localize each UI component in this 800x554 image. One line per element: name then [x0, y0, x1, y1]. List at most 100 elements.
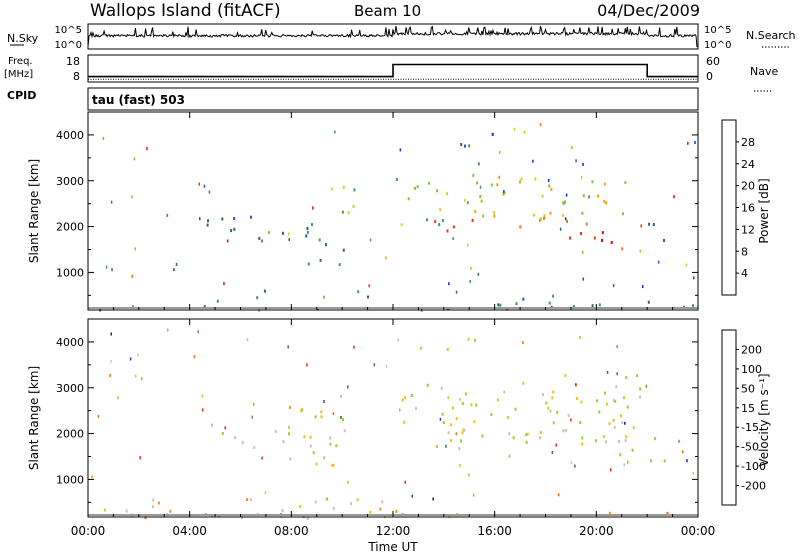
speck-43 — [513, 127, 515, 131]
scatter-cell-1-23 — [300, 409, 303, 413]
speck-45 — [508, 454, 511, 458]
scatter-cell-0-2 — [233, 227, 236, 231]
scatter-cell-3-30 — [440, 386, 443, 390]
scatter-cell-5-107 — [575, 397, 578, 400]
scatter-cell-8-49 — [502, 192, 505, 196]
speck-18 — [687, 141, 689, 145]
y-tick-label-2: 3000 — [56, 175, 84, 188]
scatter-cell-8-47 — [549, 211, 552, 215]
speck-38 — [173, 268, 175, 272]
power-panel: 1000 2000 3000 4000 Slant Range [km] 28 24 20… — [27, 111, 771, 312]
scatter-cell-5-93 — [579, 421, 582, 424]
speck-34 — [686, 459, 688, 463]
speck-53 — [368, 284, 370, 288]
power-background — [88, 112, 698, 310]
scatter-cell-2-14 — [318, 238, 321, 242]
scatter-cell-5-81 — [598, 410, 601, 414]
scatter-cell-5-42 — [552, 421, 555, 425]
scatter-cell-8-44 — [519, 180, 521, 184]
scatter-cell-5-45 — [562, 429, 565, 433]
speck-56 — [606, 370, 609, 374]
speck-46 — [203, 184, 206, 188]
y-tick-label-0: 1000 — [56, 266, 84, 279]
speck-41 — [369, 238, 372, 242]
nsearch-label: N.Search — [746, 29, 796, 42]
speck-35 — [610, 468, 612, 472]
scatter-cell-8-48 — [541, 194, 544, 198]
scatter-cell-13-90 — [648, 222, 651, 226]
scatter-cell-0-0 — [250, 215, 252, 219]
scatter-cell-10-66 — [540, 217, 542, 221]
scatter-cell-14-96 — [647, 300, 650, 304]
speck-69 — [640, 224, 642, 228]
speck-46 — [436, 445, 438, 449]
speck-54 — [681, 450, 684, 454]
scatter-cell-8-59 — [490, 183, 493, 187]
colorbar-outline — [721, 329, 737, 506]
speck-34 — [532, 159, 534, 163]
speck-6 — [503, 190, 505, 194]
scatter-cell-8-50 — [543, 214, 546, 218]
scatter-cell-8-138 — [306, 516, 309, 520]
scatter-cell-8-143 — [326, 497, 329, 501]
speck-8 — [694, 141, 696, 144]
freq-panel: Freq. [MHz] CPID 18 8 60 0 Nave — [4, 54, 778, 102]
speck-21 — [523, 130, 525, 134]
speck-23 — [657, 260, 660, 264]
speck-48 — [110, 200, 113, 204]
scatter-cell-15-118 — [357, 290, 360, 294]
scatter-cell-5-86 — [441, 412, 444, 416]
speck-27 — [571, 146, 573, 149]
speck-63 — [397, 338, 399, 342]
scatter-cell-8-134 — [281, 509, 284, 512]
scatter-cell-14-111 — [497, 303, 500, 307]
speck-32 — [224, 426, 226, 430]
speck-28 — [522, 341, 524, 345]
scatter-cell-5-109 — [473, 420, 476, 424]
x-tick-label-1: 04:00 — [172, 524, 207, 538]
scatter-cell-5-69 — [625, 435, 628, 439]
scatter-cell-11-81 — [566, 219, 568, 223]
speck-24 — [466, 243, 469, 247]
scatter-cell-11-85 — [569, 236, 571, 240]
time-axis-label: Time UT — [367, 540, 418, 554]
scatter-cell-0-6 — [233, 217, 236, 220]
speck-2 — [199, 217, 201, 221]
scatter-cell-5-27 — [428, 181, 431, 185]
scatter-cell-5-101 — [608, 422, 611, 426]
scatter-cell-8-120 — [152, 498, 155, 502]
scatter-cell-5-61 — [624, 439, 627, 443]
speck-23 — [110, 359, 112, 363]
scatter-cell-5-89 — [514, 407, 517, 411]
scatter-cell-8-52 — [476, 181, 478, 185]
scatter-cell-8-124 — [395, 510, 398, 513]
scatter-cell-0-3 — [309, 444, 312, 448]
scatter-cell-5-48 — [581, 436, 584, 440]
scatter-cell-3-31 — [403, 420, 406, 424]
scatter-cell-6-114 — [602, 435, 605, 439]
speck-43 — [575, 383, 577, 387]
velocity-y-axis: 1000 2000 3000 4000 — [56, 336, 698, 503]
scatter-cell-7-118 — [654, 437, 657, 441]
scatter-cell-10-63 — [561, 213, 564, 217]
speck-25 — [261, 239, 263, 243]
scatter-cell-5-52 — [639, 395, 641, 399]
scatter-cell-10-80 — [605, 201, 608, 205]
speck-9 — [373, 363, 376, 367]
scatter-cell-5-100 — [547, 406, 550, 410]
speck-15 — [455, 290, 458, 294]
scatter-cell-6-39 — [446, 229, 449, 233]
scatter-cell-5-85 — [442, 420, 445, 424]
speck-29 — [226, 239, 229, 243]
scatter-cell-8-146 — [332, 506, 335, 510]
speck-61 — [287, 345, 289, 349]
colorbar-tick-label-5: 8 — [741, 245, 748, 258]
scatter-cell-14-103 — [522, 297, 525, 301]
scatter-cell-5-36 — [439, 208, 442, 212]
scatter-cell-14-100 — [216, 299, 219, 303]
speck-67 — [612, 284, 615, 288]
scatter-cell-5-30 — [436, 189, 439, 193]
scatter-cell-4-39 — [446, 347, 449, 351]
scatter-cell-14-106 — [499, 303, 502, 307]
